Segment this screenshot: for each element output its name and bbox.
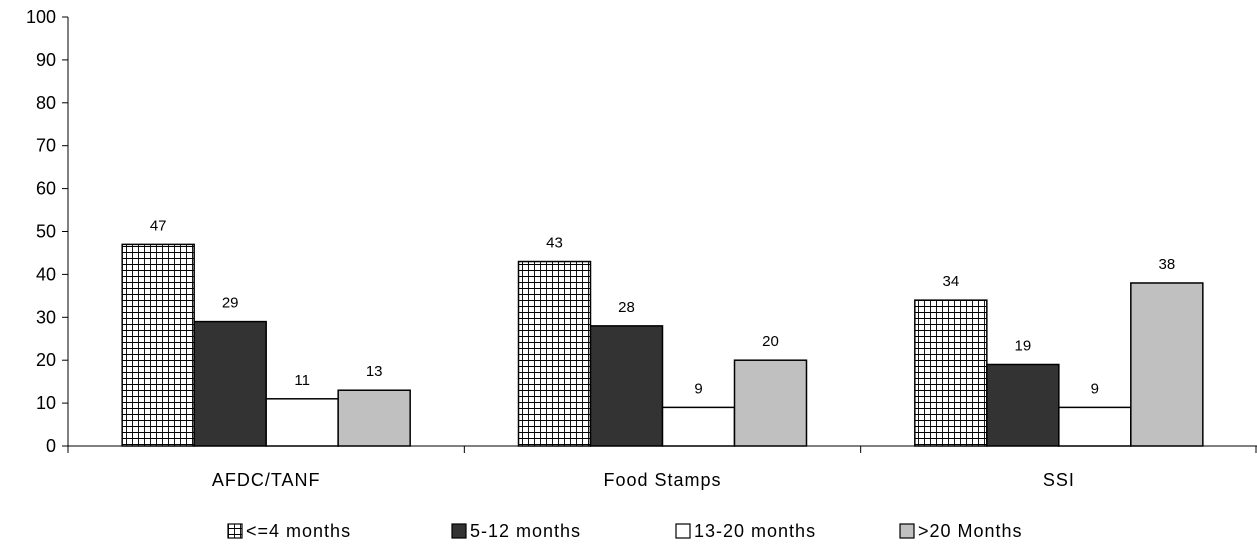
y-tick-label: 20: [36, 350, 56, 370]
y-tick-label: 10: [36, 393, 56, 413]
legend-swatch: [227, 523, 243, 539]
bar: [193, 320, 267, 447]
data-labels: 47 43 34 29 28 19 11 9 9 13 20 38: [150, 217, 1175, 397]
legend-item: >20 Months: [899, 521, 1023, 541]
y-tick-label: 50: [36, 222, 56, 242]
legend-label: 13-20 months: [694, 521, 816, 541]
legend-label: 5-12 months: [470, 521, 581, 541]
x-axis: AFDC/TANF Food Stamps SSI: [67, 445, 1257, 490]
y-axis: 0 10 20 30 40 50 60 70 80 90 100: [26, 7, 69, 456]
x-category-label: SSI: [1043, 470, 1075, 490]
legend-item: <=4 months: [227, 521, 351, 541]
bar: [1058, 406, 1132, 447]
y-tick-label: 60: [36, 179, 56, 199]
y-tick-label: 70: [36, 136, 56, 156]
bar: [517, 260, 592, 447]
legend-label: >20 Months: [918, 521, 1023, 541]
x-category-label: Food Stamps: [603, 470, 721, 490]
bar: [265, 398, 339, 447]
y-tick-label: 100: [26, 7, 56, 27]
legend-swatch: [675, 523, 691, 539]
data-label: 9: [1091, 380, 1099, 397]
bar: [733, 359, 808, 447]
bar: [589, 325, 664, 447]
bar: [914, 299, 988, 447]
data-label: 47: [150, 217, 167, 234]
legend-item: 13-20 months: [675, 521, 816, 541]
bars: [121, 243, 1204, 447]
y-tick-label: 90: [36, 50, 56, 70]
legend-swatch: [451, 523, 467, 539]
legend-swatch: [899, 523, 915, 539]
data-label: 28: [618, 299, 635, 316]
legend-item: 5-12 months: [451, 521, 581, 541]
y-tick-label: 40: [36, 264, 56, 284]
data-label: 43: [546, 235, 563, 252]
data-label: 29: [222, 295, 239, 312]
data-label: 13: [366, 363, 383, 380]
data-label: 19: [1014, 337, 1031, 354]
data-label: 20: [762, 333, 779, 350]
legend-label: <=4 months: [246, 521, 351, 541]
bar: [661, 406, 736, 447]
y-tick-label: 80: [36, 93, 56, 113]
bar: [986, 363, 1060, 447]
y-tick-label: 0: [46, 436, 56, 456]
bar: [1130, 282, 1204, 447]
bar: [121, 243, 195, 447]
bar: [337, 389, 411, 447]
data-label: 38: [1158, 256, 1175, 273]
data-label: 34: [942, 273, 959, 290]
y-tick-label: 30: [36, 307, 56, 327]
legend: <=4 months 5-12 months 13-20 months >20 Mon…: [227, 521, 1023, 541]
data-label: 9: [694, 380, 702, 397]
x-category-label: AFDC/TANF: [212, 470, 321, 490]
data-label: 11: [294, 372, 310, 389]
